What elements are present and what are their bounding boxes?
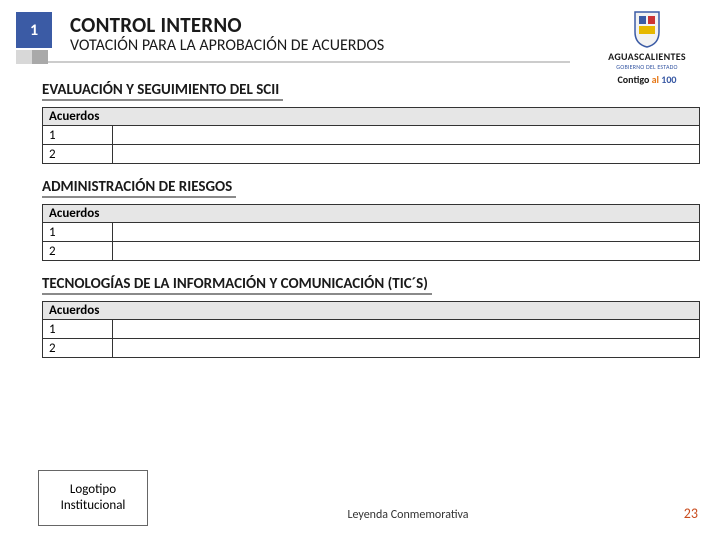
row-num: 1 xyxy=(43,223,113,242)
row-num: 2 xyxy=(43,145,113,164)
table-row: 2 xyxy=(43,145,700,164)
slide-header: 1 CONTROL INTERNO VOTACIÓN PARA LA APROB… xyxy=(0,0,720,55)
title-block: CONTROL INTERNO VOTACIÓN PARA LA APROBAC… xyxy=(70,12,384,55)
row-desc xyxy=(113,145,700,164)
section-heading-3: TECNOLOGÍAS DE LA INFORMACIÓN Y COMUNICA… xyxy=(42,275,432,295)
agreements-table-2: Acuerdos 1 2 xyxy=(42,204,700,261)
agreements-table-3: Acuerdos 1 2 xyxy=(42,301,700,358)
logo-placeholder: Logotipo Institucional xyxy=(38,470,148,526)
row-num: 2 xyxy=(43,242,113,261)
table-header: Acuerdos xyxy=(43,205,700,223)
leyenda-conmemorativa: Leyenda Conmemorativa xyxy=(148,508,668,526)
row-desc xyxy=(113,339,700,358)
table-header: Acuerdos xyxy=(43,108,700,126)
table-row: 2 xyxy=(43,242,700,261)
row-num: 2 xyxy=(43,339,113,358)
table-row: 1 xyxy=(43,320,700,339)
page-subtitle: VOTACIÓN PARA LA APROBACIÓN DE ACUERDOS xyxy=(70,36,384,55)
state-logo-block: AGUASCALIENTES GOBIERNO DEL ESTADO Conti… xyxy=(592,10,702,86)
gov-line: GOBIERNO DEL ESTADO xyxy=(592,63,702,71)
row-desc xyxy=(113,126,700,145)
row-num: 1 xyxy=(43,126,113,145)
tagline-al: al xyxy=(649,73,661,86)
table-row: 1 xyxy=(43,126,700,145)
state-name: AGUASCALIENTES xyxy=(592,50,702,63)
row-num: 1 xyxy=(43,320,113,339)
table-header: Acuerdos xyxy=(43,302,700,320)
tagline: Contigo al 100 xyxy=(592,73,702,86)
row-desc xyxy=(113,223,700,242)
page-number: 23 xyxy=(668,505,698,526)
section-heading-2: ADMINISTRACIÓN DE RIESGOS xyxy=(42,178,236,198)
content-area: EVALUACIÓN Y SEGUIMIENTO DEL SCII Acuerd… xyxy=(0,63,720,358)
section-heading-1: EVALUACIÓN Y SEGUIMIENTO DEL SCII xyxy=(42,81,283,101)
page-title: CONTROL INTERNO xyxy=(70,12,384,38)
table-row: 1 xyxy=(43,223,700,242)
table-row: 2 xyxy=(43,339,700,358)
slide-footer: Logotipo Institucional Leyenda Conmemora… xyxy=(0,470,720,526)
accent-bars xyxy=(16,50,52,70)
tagline-100: 100 xyxy=(661,73,676,86)
page-box: 1 xyxy=(16,12,52,48)
row-desc xyxy=(113,242,700,261)
tagline-plain: Contigo xyxy=(618,73,650,86)
row-desc xyxy=(113,320,700,339)
shield-icon xyxy=(631,10,663,48)
agreements-table-1: Acuerdos 1 2 xyxy=(42,107,700,164)
